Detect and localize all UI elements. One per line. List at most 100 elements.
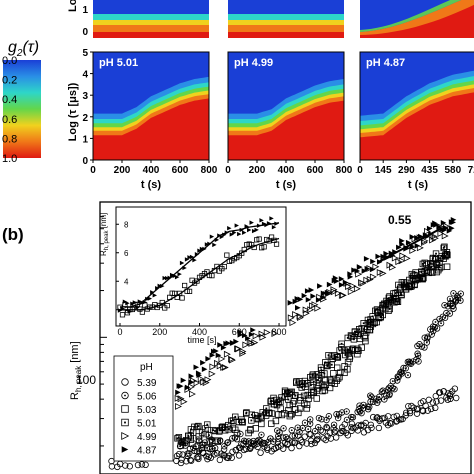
marker-triangle-filled [409,244,416,250]
marker-square-dot-center [429,262,432,265]
marker-triangle-filled [217,342,223,348]
marker-square-dot-center [338,349,341,352]
legend-title: pH [140,362,153,373]
marker-circle-dot [280,425,287,432]
marker-triangle-filled [440,220,447,226]
marker-circle-open [339,427,346,435]
marker-square-dot [298,384,305,391]
marker-square-dot [278,394,285,401]
marker-square-open [261,244,267,250]
marker-circle-dot-center [345,410,348,413]
heatmap-xtick-label: 0 [357,165,363,176]
marker-circle-dot [270,438,277,445]
marker-circle-dot [318,416,325,423]
colorbar-tick-label: 0.4 [2,94,17,106]
marker-square-dot-center [372,321,375,324]
marker-square-dot-center [421,277,424,280]
marker-square-dot-center [400,292,402,294]
marker-triangle-filled [308,287,315,293]
marker-triangle-open [431,234,439,242]
marker-circle-open [413,410,421,417]
heatmap-panel: pH 4.87 0 145 290 435 580 725 t (s) [357,0,474,191]
marker-square-dot-center [224,426,226,428]
marker-circle-dot-center [341,411,343,414]
marker-triangle-filled [145,296,150,302]
marker-triangle-filled [436,224,442,230]
marker-circle-dot [338,409,346,416]
marker-circle-open [203,452,210,460]
colorbar-tick-label: 0.6 [2,114,17,126]
marker-circle-dot [233,435,241,443]
marker-circle-open [177,459,185,467]
marker-triangle-filled [363,255,370,262]
marker-circle-dot-center [434,321,437,323]
marker-square-dot-center [390,299,392,302]
marker-triangle-filled [229,232,235,237]
marker-triangle-filled [167,275,172,281]
marker-circle-dot [367,392,374,399]
marker-triangle-open [395,258,403,266]
marker-square-dot [377,314,384,321]
marker-triangle-open [218,355,226,363]
top-ylabel: Log (τ [μs]) [67,82,79,141]
marker-circle-dot [288,427,295,434]
top-ylabel-cropped: Lo [67,0,79,12]
legend-entry-label: 5.01 [137,419,157,430]
heatmap-xtick-label: 0 [225,165,231,176]
marker-triangle-filled [233,338,239,345]
marker-square-dot-center [384,303,387,306]
marker-square-dot [121,418,129,427]
heatmap-ytick-label: 1 [82,134,88,145]
marker-circle-dot [373,399,381,406]
marker-square-dot-center [421,262,424,265]
marker-square-dot [394,298,402,306]
marker-square-dot [265,409,273,416]
marker-circle-dot-center [382,389,384,392]
marker-square-dot [259,409,266,416]
marker-triangle-open [216,362,224,370]
heatmap-xtick-label: 600 [172,165,189,176]
heatmap-ph-label: pH 5.01 [99,57,138,69]
marker-triangle-filled [292,298,299,305]
marker-square-dot [288,388,295,396]
heatmap-strip-red-band [93,32,209,38]
marker-triangle-filled [305,296,312,303]
marker-triangle-filled [414,242,421,249]
marker-triangle-filled [338,282,345,288]
marker-square-dot-center [400,293,403,296]
heatmap-ytick-label: 0 [82,156,88,167]
marker-square-open [241,246,247,253]
marker-circle-open [402,409,410,417]
marker-square-dot-center [376,308,378,311]
marker-circle-dot-center [239,446,242,449]
marker-square-dot [333,353,340,360]
marker-square-dot-center [434,258,437,261]
marker-triangle-open [334,289,342,297]
marker-triangle-filled [224,230,230,235]
marker-triangle-filled [237,332,244,338]
marker-circle-open [314,435,321,443]
marker-square-open [159,299,165,306]
heatmap-panel: pH 5.01 0 200 400 600 800 t (s) 0 1 2 3 4 5 0 1 [82,0,218,191]
marker-circle-dot [291,432,299,439]
marker-circle-open [176,450,183,458]
marker-triangle-open [239,348,247,355]
inset-ytick-label: 4 [124,277,129,286]
marker-triangle-filled [310,293,316,299]
marker-circle-dot-center [352,416,354,419]
marker-circle-dot [323,423,330,431]
marker-square-dot [198,429,206,436]
marker-triangle-open [372,263,380,271]
marker-square-dot-center [272,397,275,399]
heatmap-frame [359,51,474,161]
marker-triangle-filled [207,241,212,246]
marker-square-open [121,405,129,413]
marker-square-dot-center [330,363,333,366]
marker-triangle-open [302,306,310,314]
marker-triangle-filled [180,377,187,384]
marker-circle-dot [397,369,404,376]
marker-square-dot-center [388,300,391,303]
marker-circle-dot-center [372,400,374,403]
marker-square-open [233,429,241,437]
